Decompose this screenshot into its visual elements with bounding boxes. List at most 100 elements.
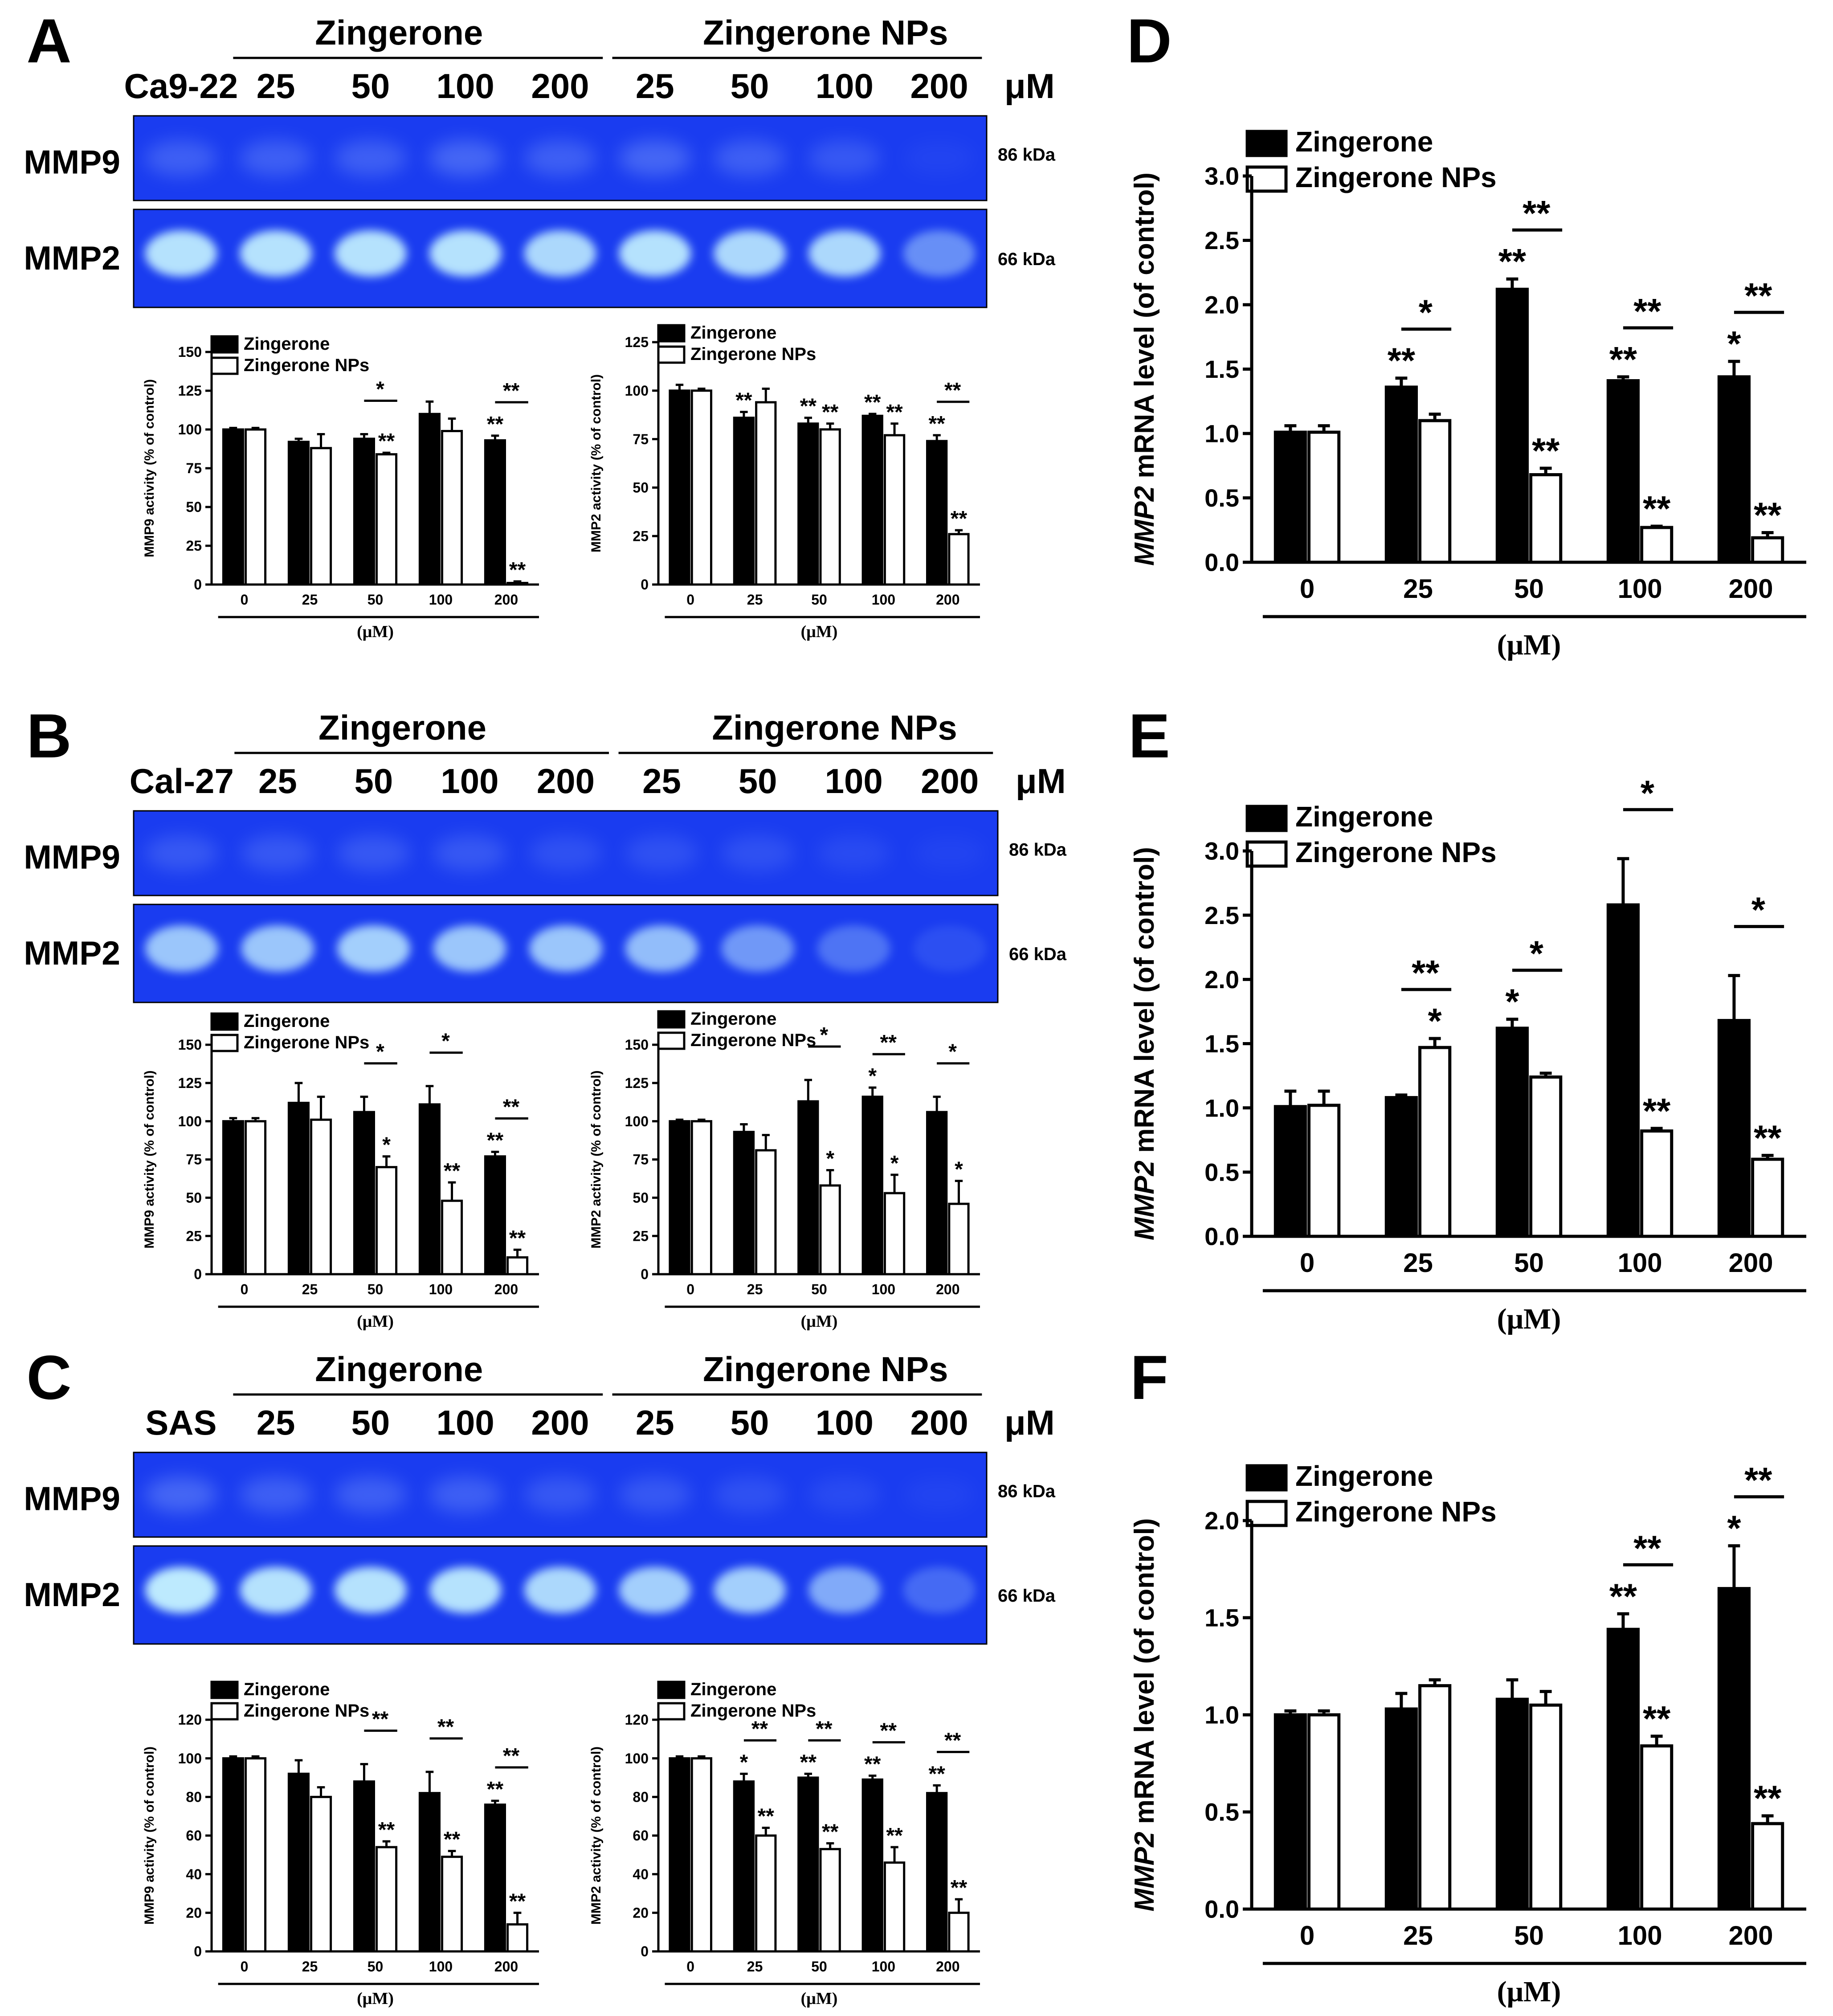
- gel-panel-A: A Zingerone Zingerone NPs Ca9-22 25 50 100 200 2…: [24, 6, 1056, 308]
- mmp9-band: [619, 1477, 691, 1513]
- significance-star: **: [864, 391, 881, 414]
- x-tick-label: 0: [1300, 574, 1315, 604]
- y-tick-label: 1.5: [1204, 1030, 1239, 1058]
- panel-letter: A: [26, 6, 71, 76]
- bar-nps: [245, 428, 267, 586]
- x-tick-label: 100: [872, 592, 895, 608]
- chart-B-MMP9: Zingerone Zingerone NPs 0 25 50 75 100 125 150 MM…: [142, 1011, 539, 1331]
- x-tick-label: 100: [429, 1281, 453, 1297]
- y-tick-label: 125: [625, 1075, 649, 1091]
- kda-label: 86 kDa: [998, 145, 1056, 165]
- panel-letter: C: [26, 1342, 71, 1412]
- bar-nps: [948, 1911, 970, 1953]
- group-label-zingerone: Zingerone: [315, 13, 483, 52]
- kda-label: 86 kDa: [1009, 840, 1067, 860]
- mmp9-band: [145, 1477, 217, 1513]
- bracket-star: **: [1744, 1460, 1772, 1500]
- y-tick-label: 100: [625, 1750, 649, 1767]
- bar-zingerone: [1384, 385, 1418, 564]
- mmp2-band: [913, 925, 987, 972]
- cell-line-label: SAS: [145, 1403, 216, 1442]
- bar-zingerone: [669, 389, 690, 586]
- mmp9-band: [714, 140, 786, 176]
- significance-star: **: [886, 401, 903, 424]
- lane-conc-label: 100: [441, 761, 498, 801]
- mmp9-band: [240, 1477, 312, 1513]
- x-tick-label: 200: [1728, 574, 1773, 604]
- significance-star: **: [1498, 241, 1527, 281]
- bar-nps: [1640, 1744, 1674, 1911]
- bracket-star: *: [1419, 293, 1433, 332]
- row-label-mmp2: MMP2: [24, 934, 120, 972]
- bar-zingerone: [1606, 903, 1640, 1238]
- bar-nps: [506, 582, 529, 586]
- panel-letter: B: [26, 701, 71, 771]
- bar-nps: [1751, 536, 1784, 564]
- y-tick-label: 80: [633, 1789, 649, 1805]
- mmp9-band: [429, 140, 502, 176]
- y-tick-label: 0: [641, 1943, 649, 1959]
- y-tick-label: 75: [633, 431, 649, 447]
- bar-nps: [441, 1856, 463, 1953]
- bar-zingerone: [484, 1155, 506, 1276]
- gel-panel-B: B Zingerone Zingerone NPs Cal-27 25 50 100 200 2…: [24, 701, 1067, 1003]
- bracket-star: **: [1744, 276, 1772, 315]
- y-axis-label-rest: mRNA level (of control): [1129, 847, 1160, 1161]
- legend-label: Zingerone: [690, 1009, 776, 1029]
- legend-label: Zingerone NPs: [1295, 1496, 1497, 1528]
- bracket-star: **: [880, 1031, 897, 1055]
- y-tick-label: 0: [641, 577, 649, 593]
- bar-nps: [1529, 1703, 1563, 1911]
- bar-zingerone: [1495, 287, 1529, 564]
- mmp2-band: [145, 925, 218, 972]
- bracket-star: **: [372, 1708, 389, 1731]
- bar-nps: [245, 1120, 267, 1276]
- bar-nps: [441, 429, 463, 586]
- bar-nps: [1418, 1046, 1452, 1238]
- significance-star: **: [758, 1805, 775, 1828]
- bar-nps: [441, 1199, 463, 1276]
- mmp2-band: [524, 1567, 596, 1613]
- significance-star: *: [382, 1133, 391, 1157]
- y-tick-label: 2.5: [1204, 901, 1239, 929]
- y-tick-label: 3.0: [1204, 162, 1239, 190]
- x-tick-label: 50: [1514, 1248, 1544, 1278]
- x-tick-label: 0: [241, 592, 249, 608]
- row-label-mmp2: MMP2: [24, 239, 120, 277]
- mmp2-band: [625, 925, 698, 972]
- y-axis-label-rest: mRNA level (of control): [1129, 172, 1160, 486]
- x-tick-label: 100: [1617, 574, 1662, 604]
- lane-conc-label: 100: [825, 761, 883, 801]
- bar-zingerone: [733, 1131, 755, 1276]
- bar-zingerone: [669, 1120, 690, 1276]
- mmp9-band: [335, 140, 407, 176]
- significance-star: **: [444, 1828, 461, 1852]
- bar-zingerone: [861, 1778, 883, 1953]
- y-axis-label-gene: MMP2: [1129, 486, 1160, 566]
- mmp9-band: [524, 1477, 596, 1513]
- y-tick-label: 75: [186, 1152, 202, 1168]
- lane-conc-label: 50: [731, 1403, 769, 1442]
- mmp2-band: [808, 1567, 881, 1613]
- legend-swatch: [210, 335, 239, 354]
- y-tick-label: 0.0: [1204, 548, 1239, 577]
- bar-nps: [755, 1149, 777, 1276]
- x-tick-label: 50: [811, 1959, 827, 1975]
- lane-conc-label: 25: [257, 66, 295, 106]
- legend-swatch: [657, 1702, 686, 1721]
- mmp2-band: [524, 230, 596, 277]
- bar-zingerone: [1606, 1628, 1640, 1911]
- kda-label: 66 kDa: [998, 249, 1056, 269]
- y-tick-label: 2.5: [1204, 226, 1239, 254]
- bar-zingerone: [287, 1772, 310, 1953]
- bar-zingerone: [926, 1111, 948, 1276]
- bar-nps: [1529, 473, 1563, 564]
- y-tick-label: 3.0: [1204, 837, 1239, 865]
- x-tick-label: 200: [936, 592, 959, 608]
- bar-zingerone: [353, 1780, 376, 1953]
- bar-zingerone: [861, 414, 883, 586]
- chart-C-MMP2: Zingerone Zingerone NPs 0 20 40 60 80 100 120 MMP…: [589, 1680, 980, 2008]
